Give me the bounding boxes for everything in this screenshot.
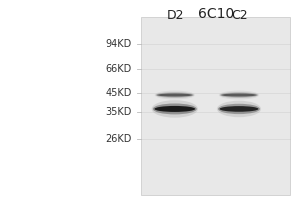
Bar [141,17,290,195]
Text: 35KD: 35KD [106,107,132,117]
Ellipse shape [220,106,258,112]
Ellipse shape [219,91,259,99]
Text: D2: D2 [167,9,184,22]
Text: 45KD: 45KD [106,88,132,98]
Ellipse shape [154,106,195,112]
Text: C2: C2 [231,9,248,22]
Text: 94KD: 94KD [106,39,132,49]
Ellipse shape [220,92,258,98]
Ellipse shape [157,94,193,97]
Ellipse shape [156,92,194,98]
Ellipse shape [154,91,195,99]
Ellipse shape [153,103,197,114]
Text: 26KD: 26KD [106,134,132,144]
Text: 66KD: 66KD [106,64,132,74]
Ellipse shape [217,101,261,117]
Ellipse shape [221,94,257,97]
Ellipse shape [218,104,260,114]
Ellipse shape [152,100,198,118]
Text: 6C10: 6C10 [198,7,234,21]
